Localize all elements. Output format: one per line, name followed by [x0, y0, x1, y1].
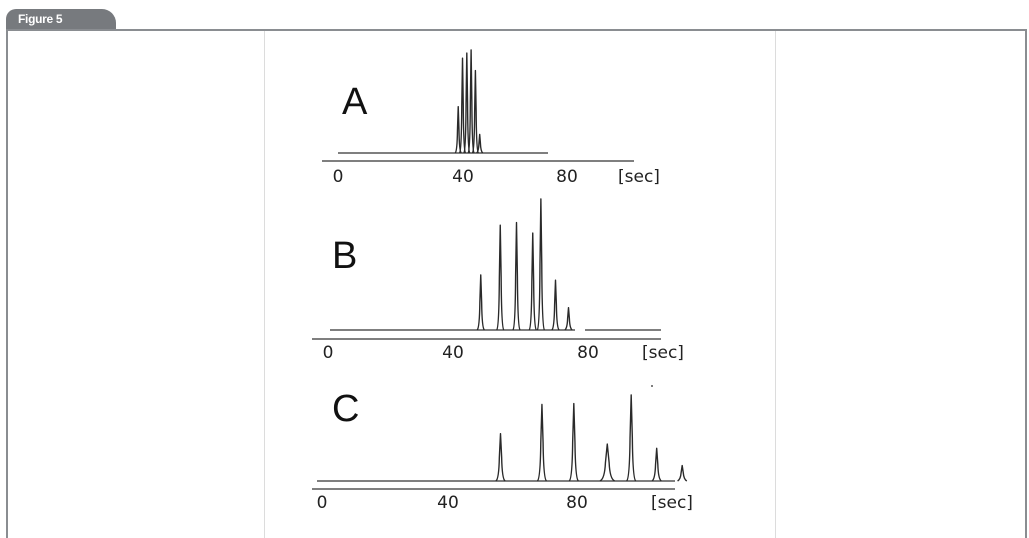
- tick-label-a-0: 0: [333, 167, 344, 187]
- tick-label-b-80: 80: [577, 343, 599, 363]
- frame-right-rule: [1025, 29, 1027, 538]
- peaks-c: [495, 394, 688, 482]
- peak-a-3: [463, 52, 471, 154]
- panel-label-b: B: [332, 235, 357, 277]
- panel-label-a: A: [342, 81, 368, 123]
- figure-label: Figure 5: [18, 12, 63, 26]
- peak-a-4: [467, 49, 475, 154]
- peak-b-2: [496, 224, 505, 331]
- panel-label-c: C: [332, 388, 359, 430]
- tick-label-c-80: 80: [566, 493, 588, 513]
- peaks-b: [476, 198, 573, 331]
- chart-panel-a: A 0 40 80 [sec]: [322, 49, 660, 187]
- peak-b-7: [564, 307, 573, 331]
- frame-left-rule: [6, 29, 8, 538]
- tick-label-a-40: 40: [452, 167, 474, 187]
- figure-tab: Figure 5: [6, 9, 116, 31]
- unit-label-a: [sec]: [618, 167, 660, 187]
- peak-c-1: [495, 433, 506, 482]
- peak-c-7: [677, 464, 688, 482]
- peaks-a: [454, 49, 484, 154]
- peak-a-6: [476, 133, 484, 154]
- peak-c-5: [626, 394, 637, 482]
- peak-b-5: [536, 198, 546, 331]
- chart-panel-b: B 0 40 80 [sec]: [312, 198, 684, 363]
- speck-mark: [651, 385, 653, 387]
- unit-label-c: [sec]: [651, 493, 693, 513]
- peak-a-2: [458, 57, 467, 154]
- chromatogram-figure: A 0 40 80 [sec] B 0 40 80 [sec] C: [312, 49, 693, 513]
- tick-label-c-0: 0: [317, 493, 328, 513]
- figure-panel: A 0 40 80 [sec] B 0 40 80 [sec] C: [264, 31, 776, 538]
- tick-label-b-40: 40: [442, 343, 464, 363]
- chart-panel-c: C 0 40 80 [sec]: [312, 385, 693, 513]
- unit-label-b: [sec]: [642, 343, 684, 363]
- peak-c-3: [568, 402, 579, 482]
- peak-c-2: [536, 403, 548, 482]
- header-rule: [6, 29, 1027, 31]
- peak-c-4: [599, 443, 616, 482]
- tick-label-c-40: 40: [437, 493, 459, 513]
- peak-b-4: [528, 232, 537, 331]
- peak-b-6: [551, 279, 560, 331]
- peak-b-3: [512, 221, 521, 331]
- peak-c-6: [651, 447, 662, 482]
- tick-label-a-80: 80: [556, 167, 578, 187]
- tick-label-b-0: 0: [323, 343, 334, 363]
- peak-a-5: [471, 69, 480, 154]
- peak-b-1: [476, 274, 485, 331]
